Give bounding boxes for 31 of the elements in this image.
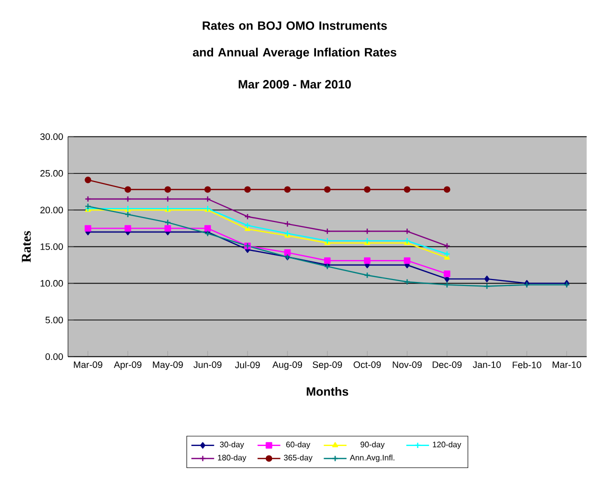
y-tick-label: 20.00 <box>40 206 63 214</box>
y-tick-label: 10.00 <box>40 280 63 287</box>
chart-title: Rates on BOJ OMO Instruments and Annual Average Inflation Rates <box>192 21 396 59</box>
x-tick-label: Nov-09 <box>392 361 422 368</box>
legend-label: 365-day <box>284 454 313 462</box>
x-tick-label: Aug-09 <box>272 361 302 370</box>
legend-label: 120-day <box>432 441 462 449</box>
y-tick-label: 30.00 <box>40 133 63 140</box>
x-tick-label: Oct-09 <box>354 361 381 368</box>
legend-label: 60-day <box>286 441 310 449</box>
legend-label: 180-day <box>218 454 246 462</box>
x-tick-label: Feb-10 <box>512 361 542 368</box>
legend-label: 30-day <box>220 441 244 449</box>
legend-label: 90-day <box>360 441 385 449</box>
chart-subtitle: Mar 2009 - Mar 2010 <box>238 80 351 89</box>
y-tick-label: 5.00 <box>46 316 63 324</box>
y-tick-label: 0.00 <box>45 353 63 360</box>
x-tick-label: Jan-10 <box>472 361 501 368</box>
y-axis-title: Rates <box>22 231 31 262</box>
x-tick-label: Jun-09 <box>194 361 222 368</box>
x-axis-title: Months <box>306 386 348 396</box>
x-tick-label: Dec-09 <box>432 361 462 368</box>
legend-label: Ann.Avg.Infl. <box>350 454 394 462</box>
x-tick-label: May-09 <box>152 361 183 370</box>
y-tick-label: 15.00 <box>40 243 63 250</box>
x-tick-label: Mar-09 <box>74 361 102 368</box>
x-tick-label: Mar-10 <box>552 361 582 368</box>
x-tick-label: Jul-09 <box>234 361 260 368</box>
x-tick-label: Apr-09 <box>114 361 142 370</box>
x-tick-label: Sep-09 <box>312 361 342 370</box>
y-tick-label: 25.00 <box>40 170 63 177</box>
